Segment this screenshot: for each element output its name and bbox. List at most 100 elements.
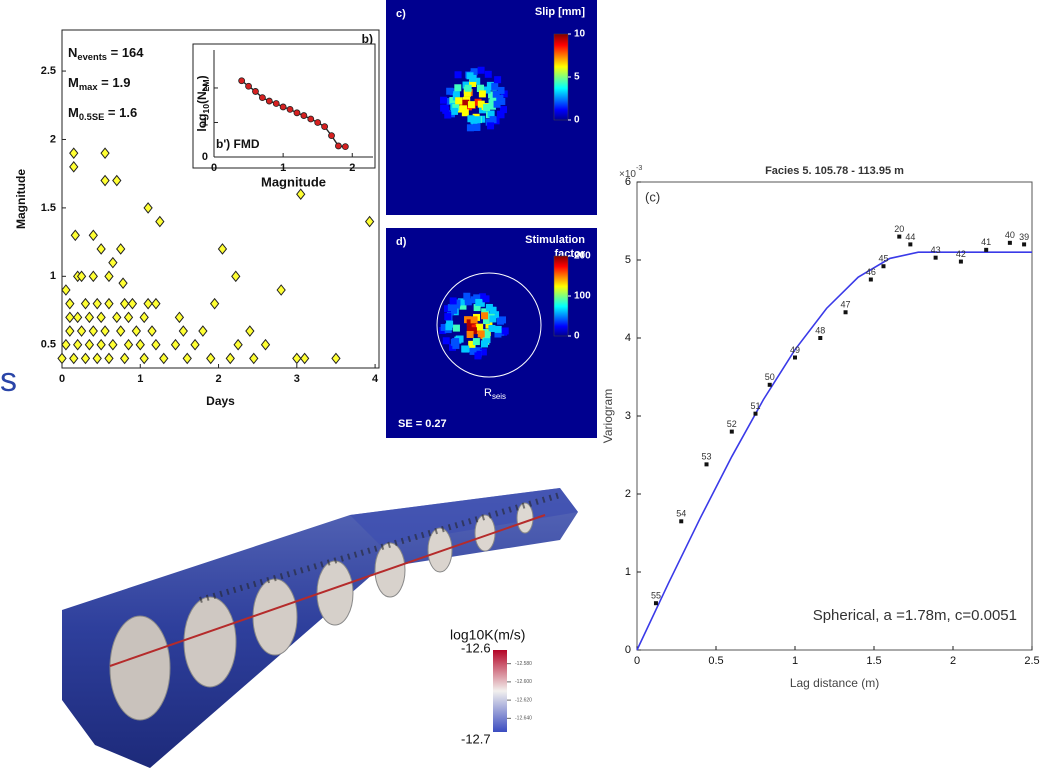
fmd-point [335, 142, 342, 150]
heatmap-cell [477, 330, 485, 338]
colorbar-tick-label: 0 [574, 115, 580, 126]
heatmap-cell [454, 84, 462, 92]
heatmap-cell [456, 105, 464, 113]
fmd-point [293, 109, 301, 117]
colorbar-tick-label: 100 [574, 291, 591, 302]
y-tick-label: 3 [625, 410, 631, 422]
point-label: 44 [905, 232, 915, 242]
text-part: ≥M [201, 79, 211, 91]
heatmap-cell [469, 347, 477, 355]
y-tick-label: 1 [50, 270, 56, 282]
heatmap-cell [480, 340, 488, 348]
point [127, 297, 138, 310]
heatmap-cell [464, 84, 472, 92]
point [116, 243, 126, 255]
point [96, 338, 106, 351]
y-tick-label: 4 [625, 332, 631, 344]
point-label: 42 [956, 249, 966, 259]
point [198, 325, 208, 337]
point [753, 411, 758, 416]
point [300, 352, 310, 365]
point [70, 229, 80, 242]
point [174, 311, 185, 324]
heatmap-cell [483, 331, 491, 339]
text-part: = 1.9 [98, 75, 131, 90]
colorbar [553, 33, 569, 121]
text-part: -3 [636, 163, 642, 172]
point [104, 297, 114, 310]
x-tick-label: 3 [294, 373, 300, 385]
heatmap-cell [492, 311, 500, 319]
point [100, 147, 110, 159]
fmd-point [341, 143, 349, 151]
heatmap-cell [467, 101, 475, 109]
heatmap-cell [464, 298, 472, 306]
point [143, 297, 153, 310]
point [112, 311, 122, 324]
heatmap-cell [466, 72, 474, 80]
colorbar-title: Stimulation [525, 234, 585, 246]
heatmap-cell [469, 327, 477, 335]
colorbar-title: Slip [mm] [535, 6, 585, 18]
point [119, 352, 130, 365]
fmd-point [279, 103, 287, 111]
heatmap-cell [449, 97, 457, 105]
point [73, 338, 83, 351]
heatmap-cell [479, 348, 487, 356]
point [108, 338, 118, 351]
point [245, 325, 255, 337]
point-label: 47 [841, 300, 851, 310]
point [1007, 240, 1012, 245]
y-tick-label: 0 [625, 644, 631, 656]
point [249, 352, 259, 365]
y-tick-label: 6 [625, 176, 631, 188]
heatmap-cell [461, 109, 469, 117]
heatmap-cell [472, 338, 480, 346]
point [159, 352, 169, 365]
point [123, 311, 134, 324]
text-part: (N [195, 91, 209, 104]
point [88, 270, 98, 283]
panel-label: (c) [645, 189, 660, 204]
heatmap-cell [449, 297, 457, 305]
point [182, 352, 192, 365]
point-label: 41 [981, 237, 991, 247]
x-tick-label: 4 [372, 373, 379, 385]
y-tick-label: 1 [202, 116, 208, 128]
heatmap-cell [468, 340, 476, 348]
colorbar [493, 650, 507, 732]
heatmap-cell [456, 335, 464, 343]
heatmap-cell [459, 302, 467, 310]
heatmap-cell [482, 295, 490, 303]
y-tick-label: 2.5 [41, 65, 56, 77]
point [96, 311, 106, 324]
point-label: 55 [651, 591, 661, 601]
heatmap-cell [444, 111, 452, 119]
y-tick-label: 2 [202, 82, 208, 94]
heatmap-cell [466, 330, 474, 338]
point [1022, 242, 1027, 247]
point-label: 54 [676, 509, 686, 519]
fmd-point [286, 105, 294, 113]
point [908, 242, 913, 247]
point [233, 338, 243, 351]
point [151, 338, 161, 351]
point-label: 43 [931, 245, 941, 255]
colorbar-limit: -12.6 [461, 640, 491, 655]
text-part: seis [492, 392, 506, 401]
x-axis-label: Days [206, 394, 235, 408]
heatmap-cell [483, 86, 491, 94]
heatmap-cell [491, 82, 499, 90]
heatmap-cell [450, 338, 458, 346]
heatmap-cell [470, 316, 478, 324]
x-tick-label: 0 [59, 373, 65, 385]
point [170, 338, 181, 351]
point [100, 325, 110, 337]
point [104, 270, 114, 283]
point [217, 243, 228, 255]
fmd-point [328, 132, 335, 140]
colorbar-tick-label: -12.620 [515, 697, 532, 703]
model-line [636, 251, 1032, 651]
point [88, 325, 98, 337]
